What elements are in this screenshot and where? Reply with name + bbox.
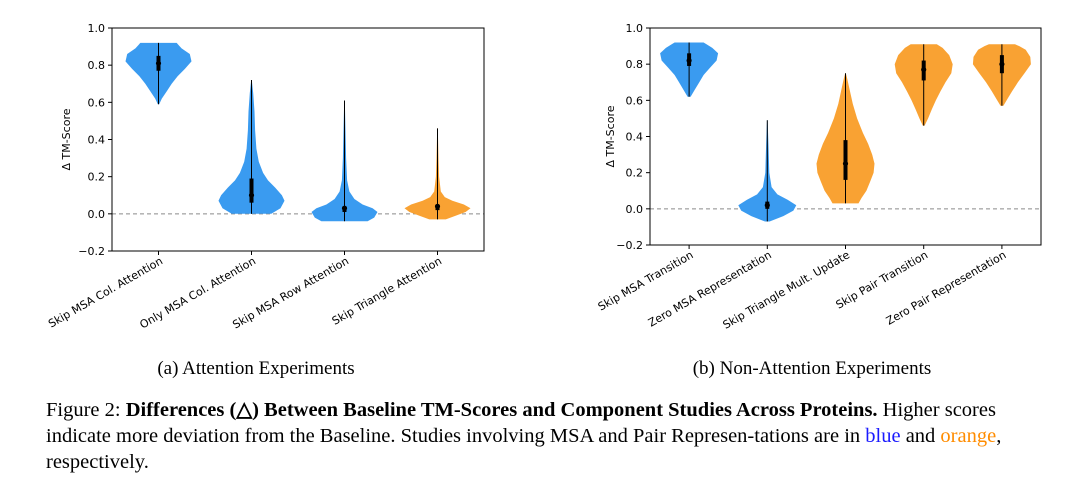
- y-tick-label: 1.0: [88, 22, 106, 35]
- x-tick-label: Zero MSA Representation: [646, 248, 774, 329]
- caption-bold-title: Differences (△) Between Baseline TM-Scor…: [125, 399, 878, 421]
- y-tick-label: −0.2: [78, 245, 105, 258]
- caption-orange-word: orange: [940, 425, 997, 447]
- y-tick-label: 0.2: [626, 167, 644, 180]
- y-tick-label: 0.0: [88, 208, 106, 221]
- violin-median-dot: [155, 60, 162, 66]
- violin-median-dot: [999, 61, 1005, 67]
- y-tick-label: 0.6: [88, 96, 106, 109]
- violin-median-dot: [842, 161, 849, 167]
- y-axis-title: Δ TM-Score: [60, 108, 73, 170]
- panel-subcaption: (a) Attention Experiments: [157, 358, 354, 379]
- violin-median-dot: [686, 57, 692, 64]
- violin-median-dot: [341, 205, 348, 211]
- violin-median-dot: [434, 203, 441, 209]
- violin-median-dot: [248, 192, 255, 198]
- y-axis-title: Δ TM-Score: [604, 105, 617, 167]
- y-tick-label: 0.8: [88, 59, 106, 72]
- y-tick-label: 0.2: [88, 171, 106, 184]
- y-tick-label: 0.6: [626, 94, 644, 107]
- x-tick-label: Skip Triangle Mult. Update: [721, 248, 853, 331]
- panel-subcaption: (b) Non-Attention Experiments: [693, 358, 932, 379]
- y-tick-label: 0.0: [626, 203, 644, 216]
- caption-blue-word: blue: [865, 425, 901, 447]
- violin-median-dot: [764, 202, 770, 208]
- caption-text-2: and: [900, 425, 941, 447]
- y-tick-label: 0.4: [626, 131, 644, 144]
- y-tick-label: 0.8: [626, 58, 644, 71]
- caption-text-3: , respectively.: [46, 425, 1002, 473]
- violin-median-dot: [921, 66, 927, 73]
- y-tick-label: −0.2: [616, 239, 643, 252]
- y-tick-label: 0.4: [88, 134, 106, 147]
- caption-text-1: Higher scores indicate more deviation fr…: [46, 399, 996, 447]
- figure-caption: Figure 2: Differences (△) Between Baseli…: [46, 397, 1046, 475]
- caption-prefix: Figure 2:: [46, 399, 126, 421]
- y-tick-label: 1.0: [626, 22, 644, 35]
